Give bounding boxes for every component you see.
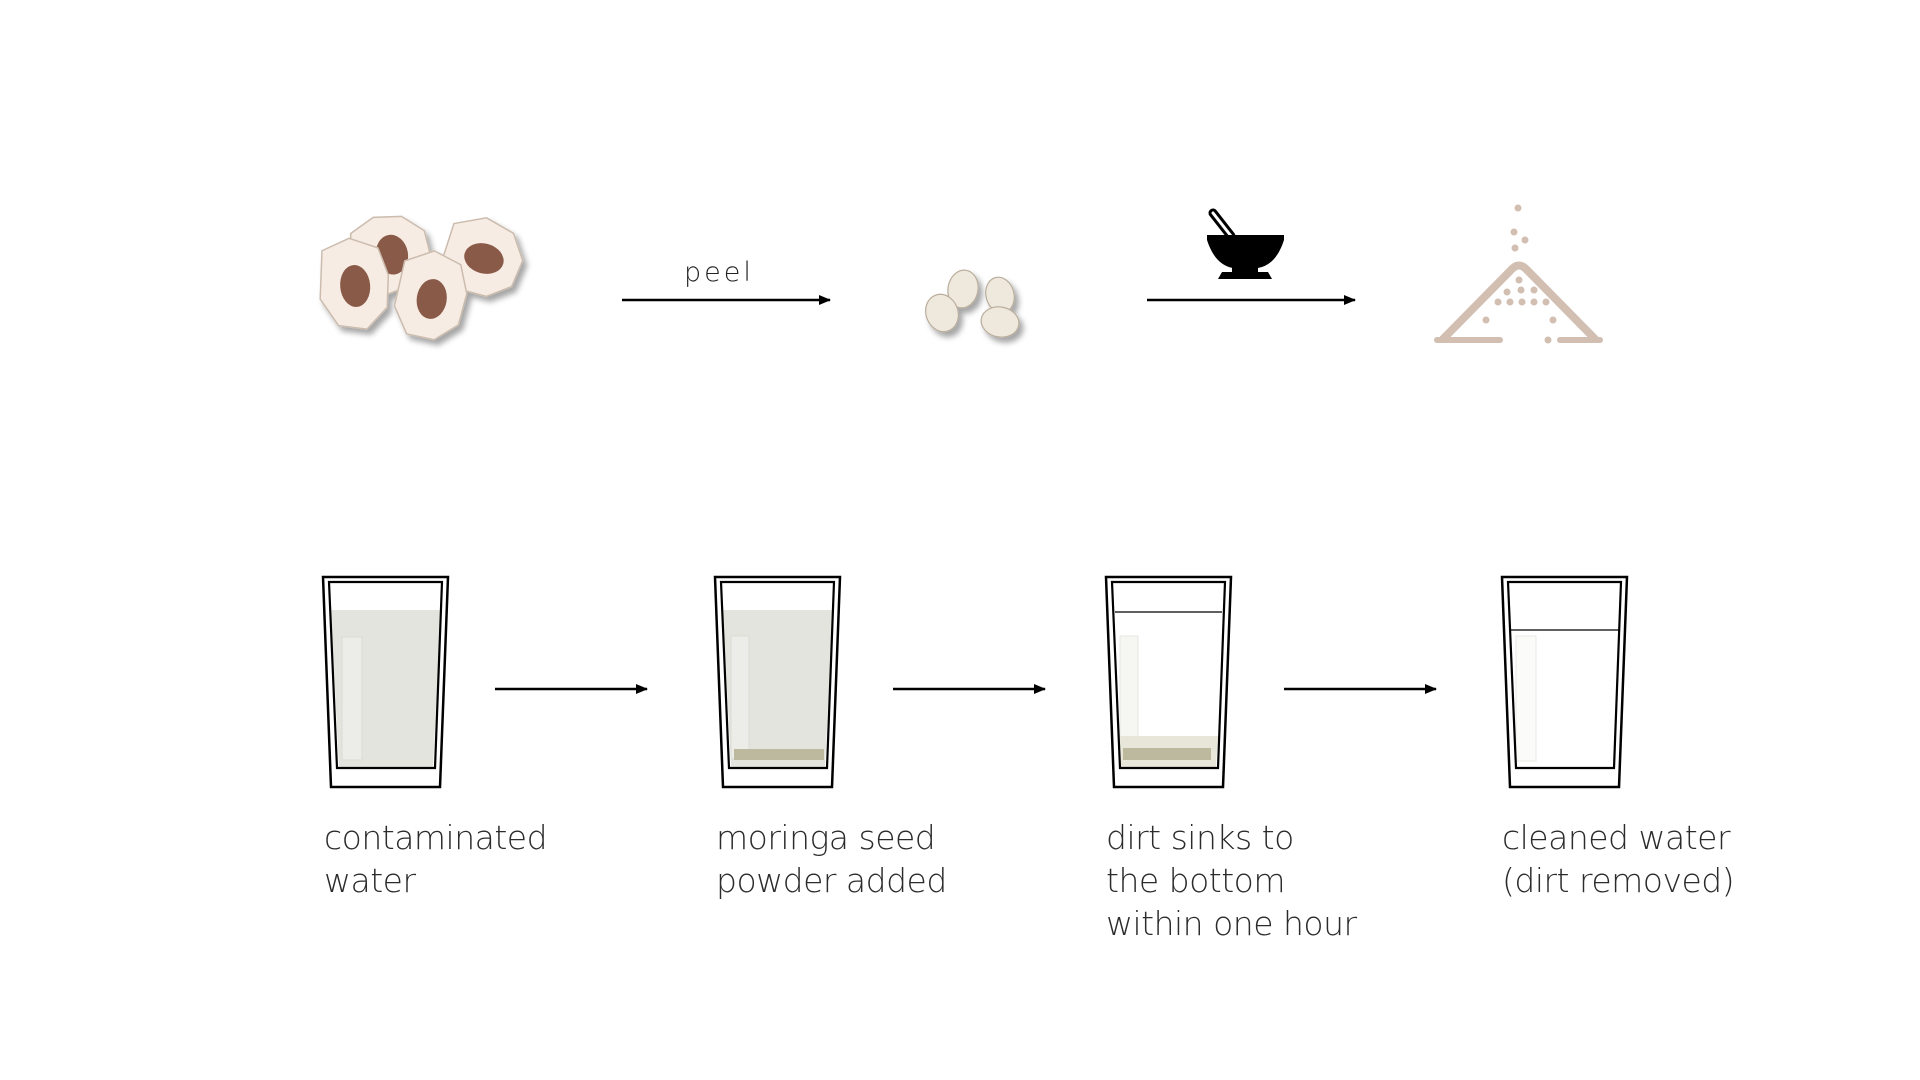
caption-line: water [324, 861, 416, 900]
glass-with-powder-icon [713, 575, 842, 789]
peeled-seeds-icon [925, 269, 1020, 338]
caption-line: within one hour [1106, 904, 1357, 943]
caption-contaminated: contaminated water [324, 816, 548, 902]
caption-dirt-sinks: dirt sinks to the bottom within one hour [1106, 816, 1357, 945]
caption-cleaned: cleaned water (dirt removed) [1502, 816, 1735, 902]
clean-glass-icon [1500, 575, 1629, 789]
caption-line: (dirt removed) [1502, 861, 1735, 900]
caption-line: the bottom [1106, 861, 1285, 900]
caption-line: cleaned water [1502, 818, 1731, 857]
caption-line: moringa seed [716, 818, 936, 857]
caption-line: contaminated [324, 818, 548, 857]
caption-line: dirt sinks to [1106, 818, 1294, 857]
peel-label: peel [684, 257, 754, 288]
seed-powder-icon [1434, 204, 1603, 344]
glass-with-sediment-icon [1104, 575, 1233, 789]
mortar-and-pestle-icon [1207, 208, 1284, 279]
peel-arrow: peel [622, 257, 831, 305]
contaminated-glass-icon [321, 575, 450, 789]
caption-powder-added: moringa seed powder added [716, 816, 947, 902]
moringa-seed-pods-icon [319, 215, 524, 341]
caption-line: powder added [716, 861, 947, 900]
